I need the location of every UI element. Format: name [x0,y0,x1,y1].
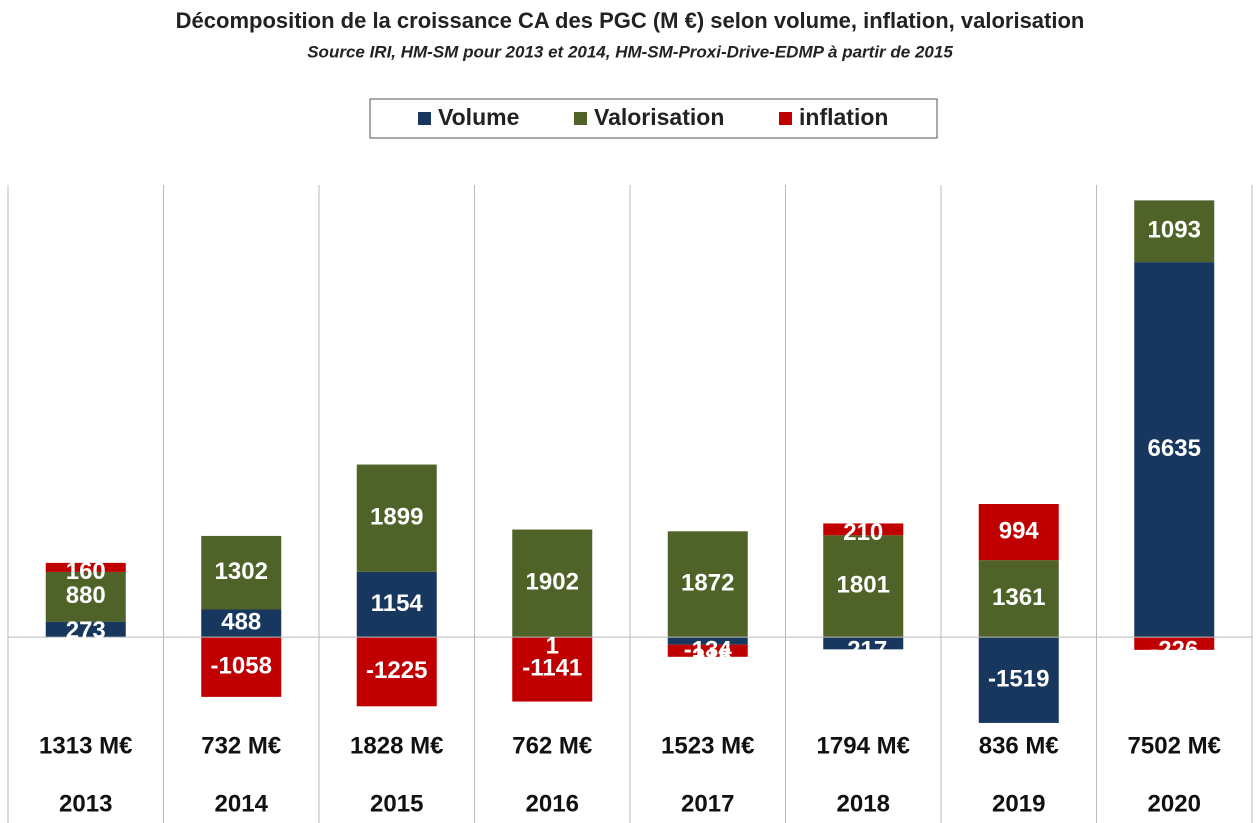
bar-segment [201,535,282,610]
data-label: -226 [1150,636,1198,663]
bar-segment [512,637,593,702]
data-label: 1902 [526,569,579,596]
bar-segment [978,637,1059,723]
data-label: 994 [999,517,1040,544]
bar-segment [823,523,904,536]
data-label: 1361 [992,584,1045,611]
data-label: 1872 [681,570,734,597]
total-label: 762 M€ [512,732,592,759]
bar-segment [823,637,904,650]
data-label: -1225 [366,657,427,684]
total-label: 836 M€ [979,732,1059,759]
data-label: -1141 [522,655,582,682]
bar-segment [667,637,748,645]
bar-segment [45,571,126,622]
total-label: 1313 M€ [39,732,132,759]
data-label: -217 [839,636,887,663]
legend-swatch [779,112,792,125]
bar-segment [356,571,437,638]
data-label: 210 [843,519,883,546]
total-label: 1794 M€ [817,732,910,759]
data-label: 488 [221,609,261,636]
chart-subtitle: Source IRI, HM-SM pour 2013 et 2014, HM-… [307,42,953,61]
data-label: 1801 [837,572,890,599]
legend-label: Valorisation [594,104,724,130]
x-tick-label: 2014 [215,790,269,817]
data-label: -134 [684,636,733,663]
data-label: -1058 [211,652,272,679]
bar-segment [667,531,748,638]
data-label: 1 [546,632,559,659]
bar-segment [356,637,437,707]
bar-segment [45,621,126,638]
bar-segment [356,464,437,572]
bar-segment [667,644,748,657]
legend-swatch [574,112,587,125]
bar-segment [201,637,282,697]
bar-segment [512,529,593,638]
legend-label: inflation [799,104,888,130]
data-label: 273 [66,617,106,644]
bar-segment [201,609,282,638]
data-label: 1899 [370,504,423,531]
chart-title: Décomposition de la croissance CA des PG… [176,8,1085,33]
bar-segment [45,562,126,572]
x-tick-label: 2015 [370,790,423,817]
total-label: 1828 M€ [350,732,443,759]
data-label: 1302 [215,558,268,585]
legend-swatch [418,112,431,125]
x-tick-label: 2017 [681,790,734,817]
data-label: 1093 [1148,217,1201,244]
data-label: -215 [684,644,732,671]
legend-box [369,98,938,139]
data-label: 880 [66,582,106,609]
x-tick-label: 2019 [992,790,1045,817]
data-label: 1154 [371,590,424,617]
data-label: 160 [66,558,106,585]
total-label: 732 M€ [201,732,281,759]
legend-label: Volume [438,104,519,130]
bar-segment [1134,262,1215,638]
bar-segment [1134,200,1215,263]
data-label: 6635 [1148,435,1201,462]
x-tick-label: 2018 [837,790,890,817]
bar-segment [978,560,1059,638]
total-label: 7502 M€ [1128,732,1221,759]
x-tick-label: 2020 [1148,790,1201,817]
bar-segment [823,535,904,638]
bar-segment [978,504,1059,561]
total-label: 1523 M€ [661,732,754,759]
data-label: -1519 [988,665,1049,692]
x-tick-label: 2013 [59,790,112,817]
x-tick-label: 2016 [526,790,579,817]
bar-segment [1134,637,1215,650]
